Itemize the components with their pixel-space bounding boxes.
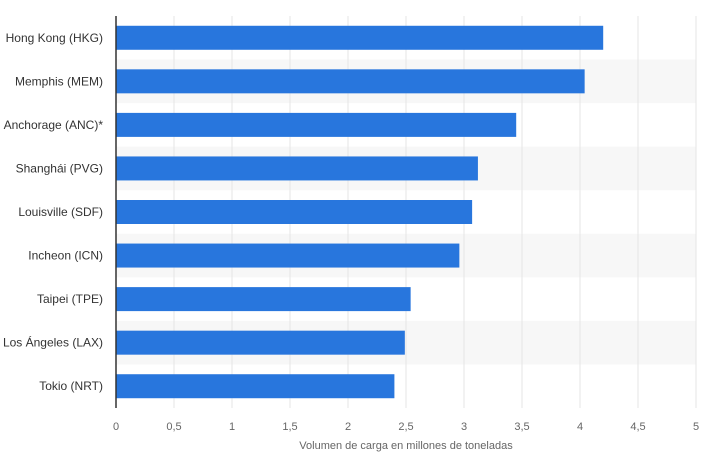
category-label: Tokio (NRT) (39, 379, 103, 393)
x-tick-label: 0 (113, 421, 119, 433)
x-tick-label: 3,5 (514, 421, 529, 433)
x-tick-label: 2,5 (398, 421, 413, 433)
bar[interactable] (116, 69, 585, 94)
category-labels: Hong Kong (HKG) Memphis (MEM) Anchorage (A… (3, 31, 103, 393)
x-tick-label: 3 (461, 421, 467, 433)
bar[interactable] (116, 330, 405, 355)
category-label: Louisville (SDF) (18, 205, 103, 219)
bar[interactable] (116, 243, 460, 268)
bar[interactable] (116, 112, 517, 137)
bar[interactable] (116, 287, 411, 312)
bar[interactable] (116, 156, 478, 181)
x-tick-label: 2 (345, 421, 351, 433)
x-tick-label: 4 (577, 421, 583, 433)
category-label: Shanghái (PVG) (16, 161, 103, 175)
category-label: Memphis (MEM) (15, 74, 103, 88)
x-tick-label: 1,5 (282, 421, 297, 433)
x-tick-label: 4,5 (630, 421, 645, 433)
category-label: Taipei (TPE) (37, 292, 103, 306)
bar[interactable] (116, 374, 395, 399)
x-tick-label: 1 (229, 421, 235, 433)
category-label: Hong Kong (HKG) (6, 31, 103, 45)
category-label: Anchorage (ANC)* (4, 118, 104, 132)
category-label: Incheon (ICN) (28, 249, 103, 263)
x-tick-label: 5 (693, 421, 699, 433)
x-tick-labels: 0 0,5 1 1,5 2 2,5 3 3,5 4 4,5 5 (113, 421, 699, 433)
bar[interactable] (116, 200, 473, 224)
category-label: Los Ángeles (LAX) (3, 335, 103, 350)
bars (116, 25, 604, 399)
x-tick-label: 0,5 (166, 421, 181, 433)
bar[interactable] (116, 25, 604, 50)
x-axis-title: Volumen de carga en millones de tonelada… (299, 440, 513, 452)
